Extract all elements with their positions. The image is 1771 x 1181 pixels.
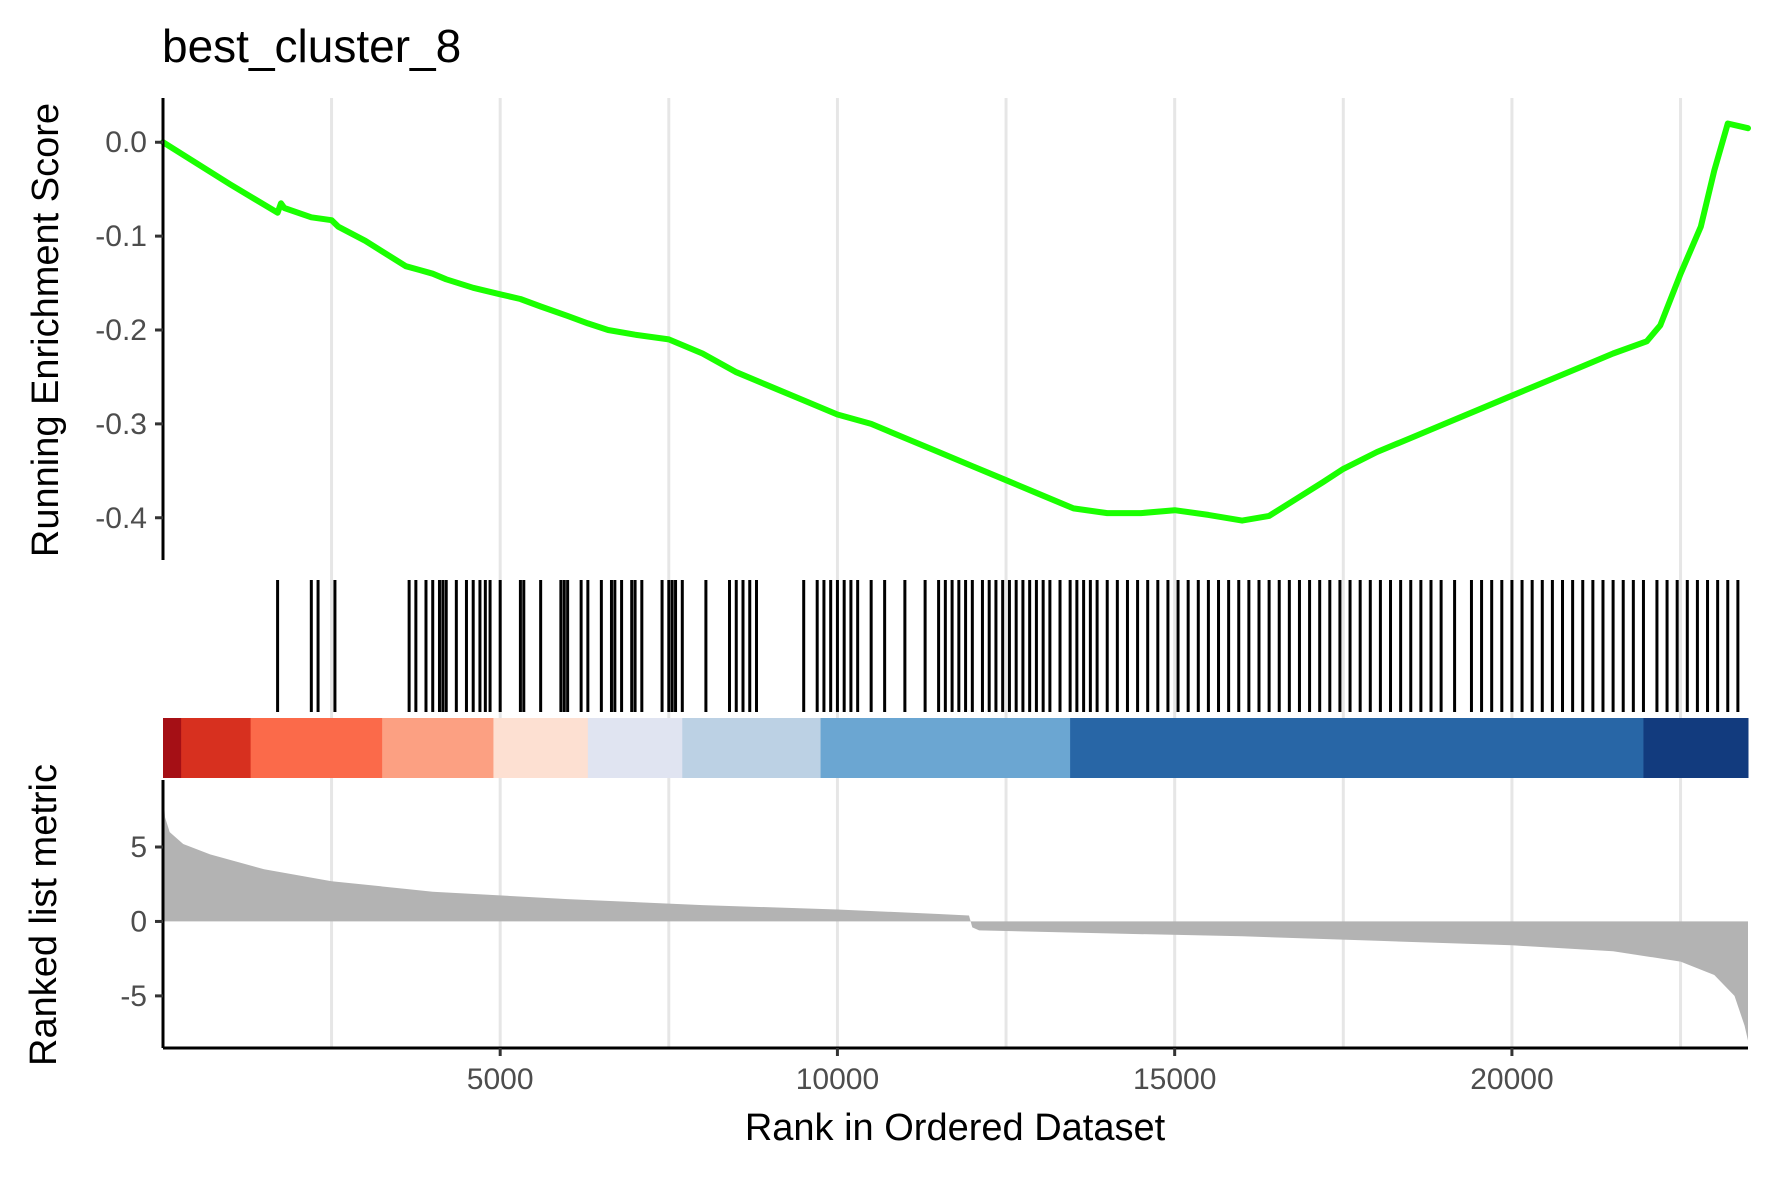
metric-y-ticks: 5 0 -5 <box>120 831 163 1013</box>
x-tick-label: 5000 <box>467 1063 534 1096</box>
color-bar-segment <box>682 718 822 778</box>
es-y-axis-title: Running Enrichment Score <box>25 103 67 557</box>
x-tick-label: 20000 <box>1470 1063 1553 1096</box>
color-bar-segment <box>493 718 589 778</box>
color-bar-segment <box>382 718 494 778</box>
rank-color-bar <box>163 718 1749 778</box>
metric-y-axis-title: Ranked list metric <box>23 764 65 1066</box>
metric-y-tick-label: -5 <box>120 980 147 1013</box>
x-gridlines <box>330 98 1683 1048</box>
x-axis-title: Rank in Ordered Dataset <box>745 1107 1166 1149</box>
es-y-ticks: 0.0 -0.1 -0.2 -0.3 -0.4 <box>95 126 163 535</box>
es-y-tick-label: -0.2 <box>95 314 147 347</box>
es-y-tick-label: -0.3 <box>95 408 147 441</box>
chart-title: best_cluster_8 <box>162 20 461 72</box>
color-bar-segment <box>820 718 1071 778</box>
es-y-tick-label: 0.0 <box>105 126 147 159</box>
es-y-tick-label: -0.4 <box>95 502 147 535</box>
metric-y-tick-label: 0 <box>130 905 147 938</box>
color-bar-segment <box>250 718 383 778</box>
x-ticks: 5000 10000 15000 20000 <box>467 1048 1554 1096</box>
es-y-tick-label: -0.1 <box>95 220 147 253</box>
ranked-metric-area <box>163 787 1748 1041</box>
gene-hit-ticks <box>276 580 1740 712</box>
running-enrichment-score-line <box>160 120 1751 524</box>
x-tick-label: 10000 <box>796 1063 879 1096</box>
color-bar-segment <box>163 718 182 778</box>
x-tick-label: 15000 <box>1133 1063 1216 1096</box>
color-bar-segment <box>181 718 252 778</box>
metric-y-tick-label: 5 <box>130 831 147 864</box>
color-bar-segment <box>1643 718 1749 778</box>
color-bar-segment <box>1070 718 1644 778</box>
color-bar-segment <box>587 718 683 778</box>
